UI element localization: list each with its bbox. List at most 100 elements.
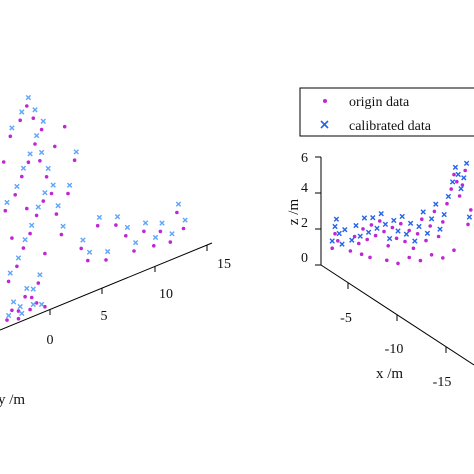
left-origin-point [72,158,77,162]
right-calibrated-point [428,216,435,222]
left-calibrated-point [17,303,23,310]
right-origin-point [460,183,465,187]
left-calibrated-point [30,301,36,308]
left-origin-point [79,246,83,251]
left-origin-point [104,258,108,262]
left-calibrated-point [38,301,45,308]
right-origin-point [407,228,412,233]
left-y-tick-label-0: 0 [47,333,54,348]
right-calibrated-point [407,220,414,226]
right-origin-point [436,234,441,239]
left-origin-point [28,231,32,236]
right-calibrated-point [395,228,401,234]
left-calibrated-point [7,270,13,276]
left-origin-point [39,127,44,132]
right-calibrated-point [391,217,397,224]
legend: origin data calibrated data [299,87,474,137]
left-origin-point [13,193,17,197]
right-calibrated-point [357,233,363,239]
left-origin-point [132,249,136,253]
left-origin-point [25,104,29,108]
left-origin-point [18,118,23,123]
left-calibrated-point [29,222,35,228]
right-calibrated-point [420,209,426,215]
legend-calibrated-label: calibrated data [349,119,432,134]
right-origin-point [457,194,462,198]
right-calibrated-point [353,222,359,229]
right-calibrated-point [342,227,348,233]
right-origin-point [424,238,428,243]
right-origin-point [403,239,407,244]
right-origin-point [469,208,473,212]
legend-box [299,87,474,137]
left-calibrated-point [45,165,51,172]
right-origin-point [330,246,335,250]
right-origin-point [407,255,412,260]
right-calibrated-point [466,214,473,220]
right-origin-point [348,249,353,253]
right-x-tick-label-m15: -15 [433,375,452,390]
right-calibrated-point [370,215,376,221]
right-calibrated-point [365,229,372,235]
left-origin-point [54,212,59,216]
left-calibrated-point [37,272,43,278]
left-origin-point [41,199,46,203]
left-origin-point [181,226,186,231]
right-scatter-points [329,160,473,266]
right-calibrated-point [437,226,443,232]
left-origin-point [175,210,179,215]
left-y-tick-label-10: 10 [159,287,173,302]
left-y-tick-label-5: 5 [101,309,108,324]
right-calibrated-point [399,213,405,220]
right-z-tick-label-6: 6 [301,151,308,166]
left-calibrated-point [38,149,45,156]
right-calibrated-point [455,171,461,178]
left-origin-point [21,246,26,250]
right-calibrated-point [333,216,340,222]
right-z-tick-label-0: 0 [301,251,308,266]
left-calibrated-point [86,249,93,255]
left-calibrated-point [60,223,66,229]
left-calibrated-point [114,214,121,220]
left-calibrated-point [9,125,15,131]
left-scatter-points [1,94,188,322]
right-origin-point [466,222,470,227]
right-origin-point [359,252,364,256]
left-origin-point [20,174,24,179]
left-calibrated-point [24,285,30,292]
right-origin-point [385,258,389,263]
left-calibrated-point [42,190,48,196]
left-origin-point [31,116,36,120]
right-origin-point [411,246,416,251]
right-x-tick-label-m5: -5 [340,311,352,326]
left-origin-point [66,191,70,196]
left-calibrated-point [66,182,73,188]
left-calibrated-point [55,203,61,209]
right-origin-point [368,255,372,260]
right-origin-point [336,239,340,243]
right-origin-point [415,232,420,236]
left-calibrated-point [4,199,10,206]
left-origin-point [49,191,54,196]
left-panel: 0 5 10 15 y /m [0,94,231,408]
left-calibrated-point [27,151,33,157]
left-calibrated-point [175,201,182,207]
left-calibrated-point [73,149,79,155]
right-calibrated-point [452,164,459,170]
left-origin-point [142,229,146,234]
right-calibrated-point [461,175,467,181]
left-origin-point [6,279,11,284]
left-origin-point [43,251,47,256]
left-calibrated-point [169,231,175,237]
left-calibrated-point [159,220,165,226]
left-origin-point [44,175,49,179]
right-origin-point [429,253,434,257]
right-origin-point [399,221,403,226]
left-calibrated-point [152,234,159,241]
right-panel: 0 2 4 6 z /m -5 -10 -15 x /m origin data [286,87,474,390]
right-origin-point [361,227,365,231]
left-origin-point [3,208,8,213]
right-calibrated-point [336,230,342,237]
left-origin-point [23,294,27,299]
